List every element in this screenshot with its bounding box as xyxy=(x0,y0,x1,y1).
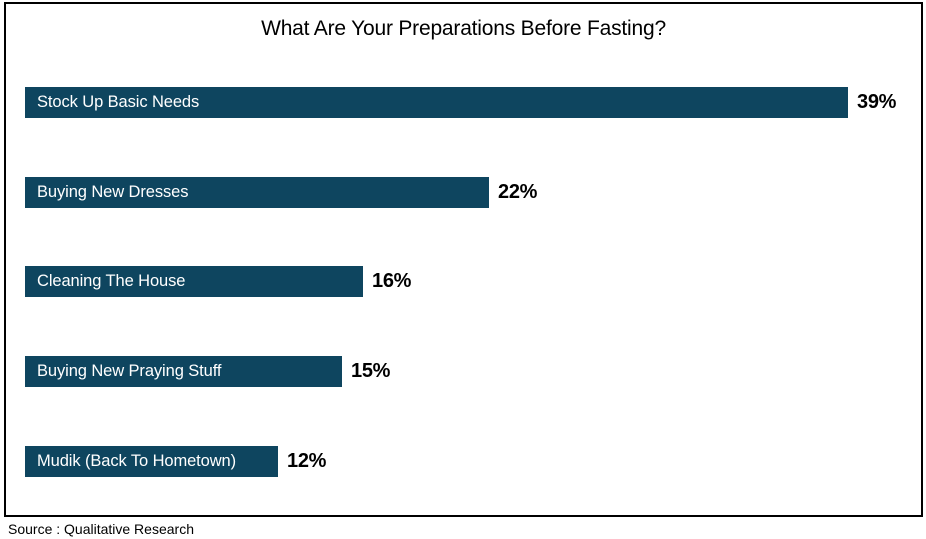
source-note: Source : Qualitative Research xyxy=(8,521,194,537)
chart-frame: What Are Your Preparations Before Fastin… xyxy=(4,2,923,517)
chart-title: What Are Your Preparations Before Fastin… xyxy=(261,17,666,40)
